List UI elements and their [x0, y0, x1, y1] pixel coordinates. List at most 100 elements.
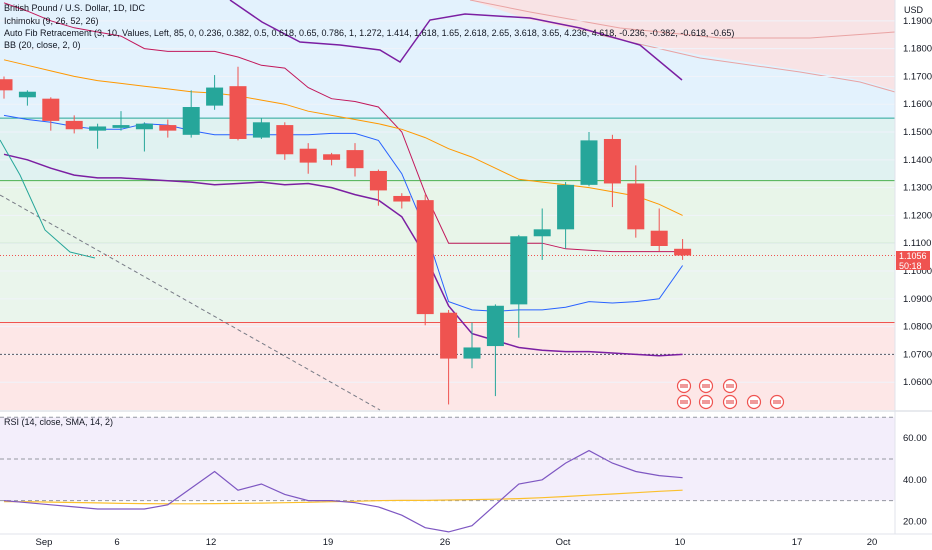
candle[interactable]: [65, 115, 83, 134]
candle-body: [674, 248, 692, 256]
candle[interactable]: [393, 193, 411, 209]
price-tick-label: 1.1400: [903, 155, 932, 166]
candle[interactable]: [463, 322, 481, 369]
candle-body: [18, 91, 36, 98]
candle[interactable]: [674, 239, 692, 260]
candle-body: [463, 347, 481, 359]
price-tick-label: 1.1000: [903, 266, 932, 277]
price-tick-label: 1.1600: [903, 99, 932, 110]
fib-background: [0, 0, 896, 410]
candle[interactable]: [627, 165, 645, 238]
event-flag-stripe: [750, 400, 758, 404]
candle[interactable]: [416, 194, 434, 326]
ichimoku-lagging-line: [229, 0, 683, 81]
candle[interactable]: [486, 304, 504, 397]
event-flag-icon[interactable]: [676, 378, 692, 394]
candle[interactable]: [112, 111, 130, 131]
candle[interactable]: [510, 234, 528, 338]
economic-events[interactable]: [676, 378, 785, 410]
time-tick-label: 20: [867, 537, 878, 548]
price-tick-label: 1.1700: [903, 71, 932, 82]
last-price-tag[interactable]: 1.1056 50:18: [896, 251, 930, 271]
candle-body: [323, 154, 341, 160]
event-flag-stripe: [773, 400, 781, 404]
time-tick-label: 10: [675, 537, 686, 548]
candle-body: [416, 200, 434, 315]
price-axis-currency: USD: [904, 5, 924, 15]
candle[interactable]: [603, 134, 621, 208]
legend-rsi: RSI (14, close, SMA, 14, 2): [4, 417, 114, 427]
event-flag-icon[interactable]: [722, 394, 738, 410]
candle-body: [252, 122, 270, 138]
candle[interactable]: [440, 309, 458, 405]
candle-body: [89, 126, 107, 131]
candle-body: [135, 123, 153, 130]
event-flag-stripe: [680, 384, 688, 388]
candle-body: [112, 125, 130, 128]
candlesticks[interactable]: [0, 66, 692, 405]
candle[interactable]: [135, 122, 153, 152]
event-flag-icon[interactable]: [769, 394, 785, 410]
candle[interactable]: [346, 143, 364, 177]
ichimoku-span-a: [469, 0, 896, 39]
candle-body: [229, 86, 247, 139]
ichimoku-cloud: [470, 0, 895, 90]
event-flag-stripe: [726, 400, 734, 404]
legend-bb: BB (20, close, 2, 0): [4, 40, 81, 50]
candle[interactable]: [650, 208, 668, 252]
price-tick-label: 1.1300: [903, 183, 932, 194]
price-tick-label: 1.0800: [903, 322, 932, 333]
event-flag-stripe: [680, 400, 688, 404]
ichimoku-conversion-line: [3, 153, 683, 357]
rsi-tick-label: 60.00: [903, 433, 927, 444]
candle[interactable]: [369, 169, 387, 206]
fib-zone-1: [0, 118, 895, 181]
candle[interactable]: [0, 76, 13, 99]
event-flag-icon[interactable]: [698, 394, 714, 410]
candle[interactable]: [299, 143, 317, 174]
candle[interactable]: [42, 97, 60, 131]
candle[interactable]: [276, 122, 294, 160]
rsi-tick-label: 20.00: [903, 516, 927, 527]
price-tick-label: 1.1200: [903, 210, 932, 221]
candle[interactable]: [557, 182, 575, 249]
ichimoku-base-line: [0, 139, 96, 259]
bar-countdown: 50:18: [899, 261, 922, 271]
candle-body: [276, 125, 294, 155]
time-tick-label: 12: [206, 537, 217, 548]
candle[interactable]: [252, 118, 270, 139]
candle[interactable]: [159, 119, 177, 138]
time-tick-label: 17: [792, 537, 803, 548]
time-tick-label: 6: [114, 537, 119, 548]
ichimoku-span-b: [599, 34, 896, 93]
candle-body: [159, 125, 177, 131]
candle[interactable]: [89, 123, 107, 149]
event-flag-icon[interactable]: [722, 378, 738, 394]
candle[interactable]: [229, 66, 247, 141]
candle-body: [440, 312, 458, 359]
candle[interactable]: [323, 152, 341, 166]
last-price-value: 1.1056: [899, 251, 927, 261]
fib-zone-2: [0, 180, 895, 244]
candle-body: [393, 195, 411, 202]
candle-body: [42, 98, 60, 121]
candle[interactable]: [182, 90, 200, 138]
legend-ichimoku: Ichimoku (9, 26, 52, 26): [4, 16, 99, 26]
candle[interactable]: [206, 75, 224, 110]
candle[interactable]: [18, 90, 36, 106]
event-flag-icon[interactable]: [676, 394, 692, 410]
event-flag-stripe: [726, 384, 734, 388]
rsi-pane: [0, 410, 932, 533]
price-tick-label: 1.0600: [903, 377, 932, 388]
time-tick-label: 19: [323, 537, 334, 548]
trend-line: [0, 194, 381, 411]
event-flag-icon[interactable]: [698, 378, 714, 394]
event-flag-icon[interactable]: [746, 394, 762, 410]
price-tick-label: 1.1900: [903, 16, 932, 27]
candle[interactable]: [580, 132, 598, 187]
event-flag-stripe: [702, 384, 710, 388]
candle-body: [65, 120, 83, 130]
candle-body: [182, 107, 200, 135]
candle[interactable]: [533, 208, 551, 260]
